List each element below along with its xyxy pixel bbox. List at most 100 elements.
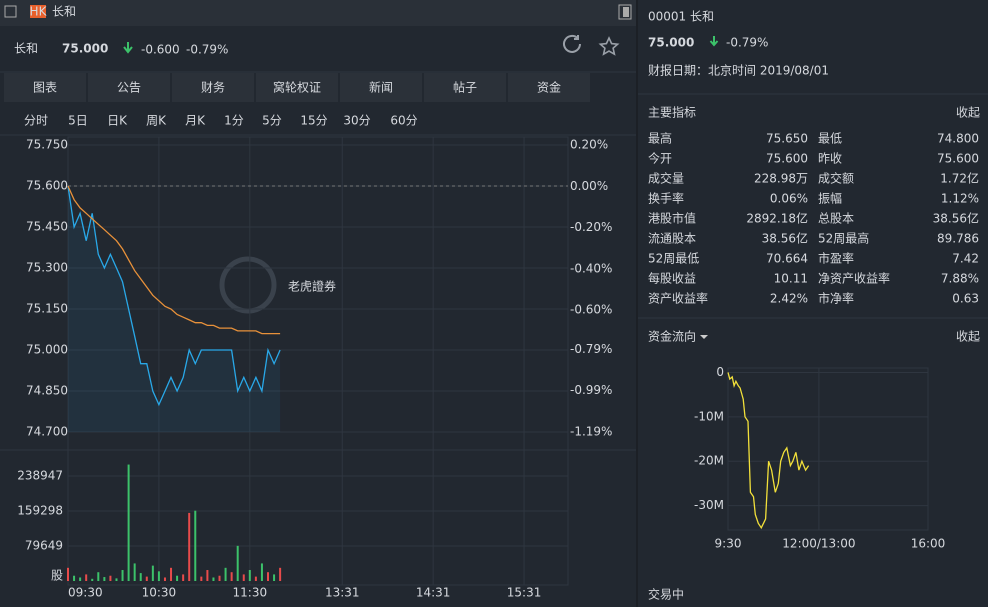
- badge-bg: [30, 5, 46, 18]
- collapse[interactable]: 收起: [956, 106, 980, 120]
- metric-value: 1.12%: [941, 192, 979, 206]
- volume-bar: [176, 575, 179, 581]
- x-tick-label: 9:30: [715, 537, 742, 551]
- flow-line: [727, 372, 810, 530]
- tab-label[interactable]: 公告: [117, 81, 141, 95]
- stock-name: 长和: [14, 42, 38, 56]
- y2-tick-label: -0.40%: [570, 261, 612, 275]
- metric-value: 38.56亿: [762, 231, 808, 246]
- metric-label: 流通股本: [648, 232, 696, 246]
- metric-value: 10.11: [774, 272, 808, 286]
- tab-label[interactable]: 窝轮权证: [273, 80, 321, 95]
- volume-bar: [121, 570, 124, 581]
- metric-value: 2892.18亿: [746, 211, 808, 226]
- watermark-logo: [219, 256, 277, 314]
- collapse[interactable]: 收起: [956, 330, 980, 344]
- tab[interactable]: [340, 73, 422, 102]
- refresh-icon[interactable]: [563, 34, 581, 53]
- tab[interactable]: [256, 73, 338, 102]
- metric-label: 最高: [648, 131, 672, 146]
- volume-bar: [79, 577, 82, 581]
- y-tick-label: 0: [716, 365, 724, 379]
- tab-label[interactable]: 图表: [33, 81, 57, 95]
- metric-label: 市净率: [818, 291, 854, 306]
- section-title[interactable]: 资金流向: [648, 329, 696, 344]
- metric-label: 振幅: [818, 191, 842, 206]
- volume-bar: [224, 567, 227, 581]
- tab[interactable]: [88, 73, 170, 102]
- y-tick-label: -10M: [694, 409, 724, 423]
- tab-label[interactable]: 资金: [537, 80, 561, 95]
- y2-tick-label: -0.79%: [570, 342, 612, 356]
- y-tick-label: 74.850: [26, 384, 68, 398]
- metric-value: 70.664: [766, 252, 808, 266]
- y2-tick-label: 0.00%: [570, 179, 608, 193]
- tab-label[interactable]: 帖子: [453, 80, 477, 95]
- volume-bar: [115, 578, 118, 581]
- stock-tab: 长和: [52, 5, 76, 19]
- metric-label: 最低: [818, 132, 842, 146]
- metric-value: 7.88%: [941, 272, 979, 286]
- dropdown-caret[interactable]: [700, 335, 708, 339]
- period[interactable]: 周K: [146, 114, 167, 128]
- tab-label[interactable]: 财务: [201, 80, 225, 95]
- panel-icon[interactable]: [618, 4, 632, 20]
- code-name: 00001 长和: [648, 10, 714, 24]
- period[interactable]: 5日: [68, 114, 88, 128]
- x-tick-label: 11:30: [233, 586, 268, 600]
- y-tick-label: 159298: [17, 504, 63, 518]
- volume-bar: [103, 577, 106, 581]
- tab[interactable]: [508, 73, 590, 102]
- y2-tick-label: -0.20%: [570, 220, 612, 234]
- period[interactable]: 15分: [300, 114, 327, 128]
- metric-label: 昨收: [818, 152, 842, 166]
- tab[interactable]: [172, 73, 254, 102]
- price: 75.000: [648, 36, 694, 50]
- menu-icon[interactable]: [4, 5, 17, 18]
- volume-bar: [127, 464, 130, 581]
- avg-line: [67, 185, 281, 335]
- metric-label: 成交额: [818, 171, 854, 186]
- star-icon[interactable]: [598, 36, 620, 56]
- volume-bar: [157, 571, 160, 581]
- volume-bar: [188, 512, 191, 581]
- y-tick-label: -20M: [694, 454, 724, 468]
- y-tick-label: 75.000: [26, 343, 68, 357]
- metric-value: 89.786: [937, 232, 979, 246]
- down-arrow: [123, 42, 133, 54]
- y-tick-label: -30M: [694, 498, 724, 512]
- tab[interactable]: [4, 73, 86, 102]
- y-tick-label: 79649: [25, 539, 63, 553]
- tab-label[interactable]: 新闻: [369, 80, 393, 95]
- metric-label: 成交量: [648, 171, 684, 186]
- volume-bar: [267, 572, 269, 581]
- volume-bar: [73, 575, 76, 581]
- volume-bar: [170, 567, 173, 581]
- metric-value: 75.600: [937, 152, 979, 166]
- volume-bar: [85, 574, 88, 581]
- period[interactable]: 30分: [343, 114, 370, 128]
- status: 交易中: [648, 587, 684, 602]
- y-tick-label: 74.700: [26, 425, 68, 439]
- volume-bar: [279, 567, 282, 581]
- y-tick-label: 238947: [17, 469, 63, 483]
- watermark: 老虎證券: [288, 279, 336, 294]
- price-area: [68, 186, 281, 432]
- period[interactable]: 日K: [107, 114, 128, 128]
- volume-bar: [248, 570, 251, 581]
- period[interactable]: 5分: [262, 114, 282, 128]
- period[interactable]: 1分: [224, 114, 244, 128]
- change: -0.600: [141, 43, 180, 57]
- y2-tick-label: 0.20%: [570, 138, 608, 152]
- price-line: [67, 185, 281, 407]
- volume-bar: [109, 575, 112, 581]
- metric-value: 1.72亿: [940, 171, 979, 186]
- period[interactable]: 月K: [185, 114, 206, 128]
- metric-label: 总股本: [818, 212, 854, 226]
- tab[interactable]: [424, 73, 506, 102]
- period[interactable]: 分时: [24, 114, 48, 128]
- volume-bar: [273, 574, 276, 581]
- metric-value: 38.56亿: [933, 211, 979, 226]
- metric-label: 52周最低: [648, 252, 699, 266]
- period[interactable]: 60分: [390, 114, 417, 128]
